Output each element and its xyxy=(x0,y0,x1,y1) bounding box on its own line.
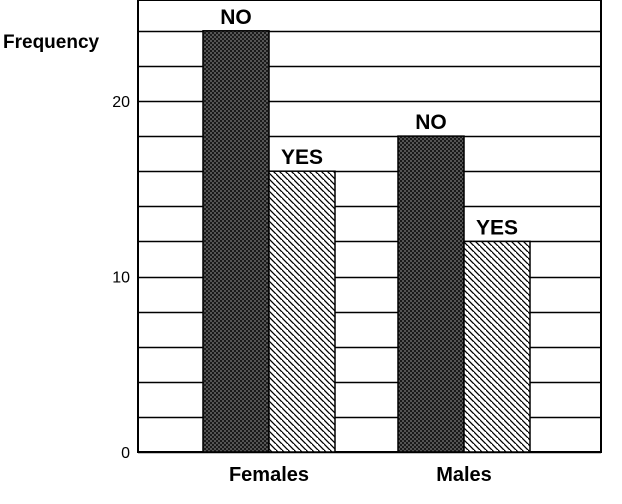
y-tick-labels: 0 10 20 xyxy=(112,94,130,462)
y-tick-label-0: 0 xyxy=(121,445,130,462)
category-label-males: Males xyxy=(436,464,492,486)
bar-females-yes xyxy=(268,170,336,453)
bar-males-no xyxy=(397,135,465,453)
bar-females-no xyxy=(202,30,270,453)
y-tick-label-10: 10 xyxy=(112,270,130,287)
bar-label-females-no: NO xyxy=(220,6,252,29)
y-axis-label: Frequency xyxy=(3,32,100,53)
bar-label-males-yes: YES xyxy=(476,216,518,239)
bar-label-females-yes: YES xyxy=(281,146,323,169)
bar-labels: NO YES NO YES xyxy=(220,6,518,240)
y-tick-label-20: 20 xyxy=(112,94,130,111)
plot-frame xyxy=(137,0,602,453)
bars-group xyxy=(202,30,531,453)
category-labels: Females Males xyxy=(229,464,492,486)
category-label-females: Females xyxy=(229,464,309,486)
bar-males-yes xyxy=(463,240,531,453)
bar-label-males-no: NO xyxy=(415,111,447,134)
